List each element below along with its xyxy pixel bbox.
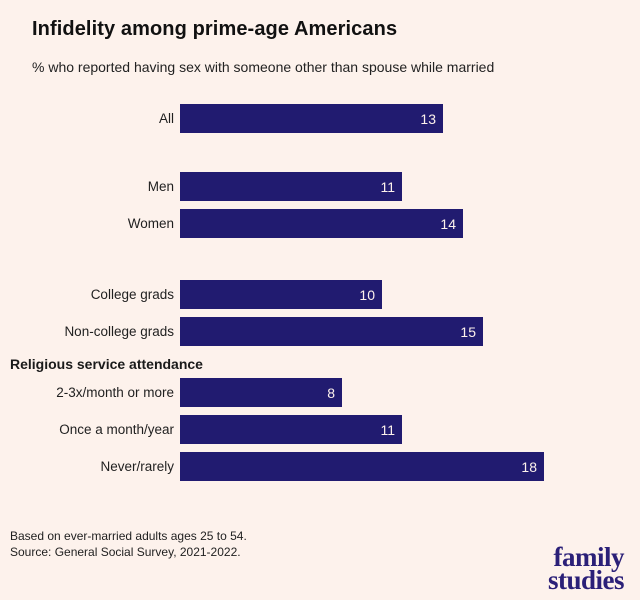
category-label: Never/rarely: [100, 459, 174, 474]
category-label: Men: [147, 179, 174, 194]
bar: 18: [180, 452, 544, 481]
bar-value-label: 11: [380, 178, 395, 195]
chart-title: Infidelity among prime-age Americans: [32, 18, 398, 40]
bar: 8: [180, 378, 342, 407]
category-label: Non-college grads: [64, 324, 174, 339]
bar-row: 2-3x/month or more 8: [0, 378, 640, 407]
bar-row: Women 14: [0, 209, 640, 238]
category-label: Once a month/year: [59, 422, 174, 437]
bar-value-label: 11: [380, 421, 395, 438]
bar-value-label: 13: [420, 110, 436, 127]
bar-row: Never/rarely 18: [0, 452, 640, 481]
bar: 11: [180, 415, 402, 444]
bar-row: Non-college grads 15: [0, 317, 640, 346]
bar-value-label: 10: [359, 286, 375, 303]
category-label: Women: [127, 216, 174, 231]
bar: 11: [180, 172, 402, 201]
bar-group: Men 11 Women 14: [0, 172, 640, 238]
bar-chart: All 13 Men 11 Women 14 College grads 10 Non-coll…: [0, 104, 640, 481]
category-label: 2-3x/month or more: [56, 385, 174, 400]
footnote-source: Source: General Social Survey, 2021-2022…: [10, 544, 241, 559]
group-header-religious-attendance: Religious service attendance: [10, 356, 203, 372]
bar-value-label: 8: [327, 384, 335, 401]
bar: 10: [180, 280, 382, 309]
bar-group: Religious service attendance 2-3x/month o…: [0, 354, 640, 481]
chart-subtitle: % who reported having sex with someone o…: [32, 59, 495, 75]
bar-group: All 13: [0, 104, 640, 133]
bar-group: College grads 10 Non-college grads 15: [0, 280, 640, 346]
logo-line-studies: studies: [547, 565, 625, 595]
bar-value-label: 15: [460, 323, 476, 340]
footnote-basis: Based on ever-married adults ages 25 to …: [10, 529, 247, 543]
bar-value-label: 14: [440, 215, 456, 232]
bar-row: Men 11: [0, 172, 640, 201]
logo-line-family: family: [553, 542, 625, 572]
bar-row: College grads 10: [0, 280, 640, 309]
category-label: College grads: [90, 287, 174, 302]
bar-row: All 13: [0, 104, 640, 133]
family-studies-logo: family studies: [547, 542, 625, 595]
category-label: All: [158, 111, 174, 126]
bar: 13: [180, 104, 443, 133]
bar-value-label: 18: [521, 458, 537, 475]
bar: 15: [180, 317, 483, 346]
bar: 14: [180, 209, 463, 238]
bar-row: Once a month/year 11: [0, 415, 640, 444]
footnote-block: Based on ever-married adults ages 25 to …: [10, 529, 640, 560]
